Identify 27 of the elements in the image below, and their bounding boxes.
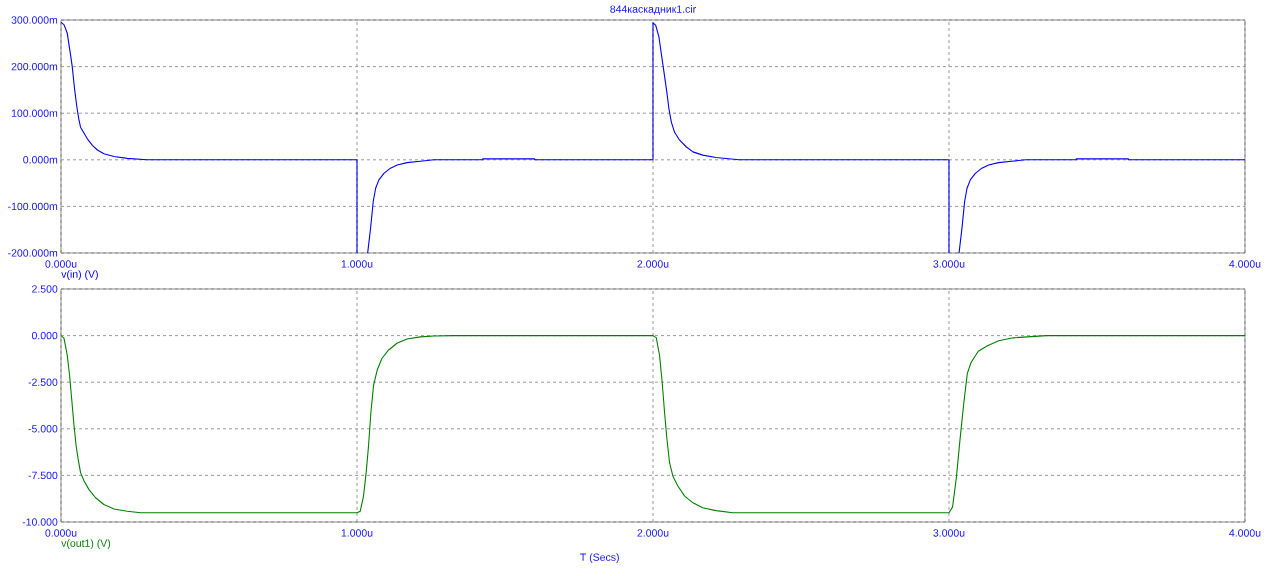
y-tick-label: -2.500	[28, 378, 58, 386]
x-tick-label: 2.000u	[637, 529, 669, 537]
x-tick-label: 1.000u	[341, 260, 373, 268]
y-tick-label: -5.000	[28, 425, 58, 433]
y-tick-label: -200.000m	[8, 249, 58, 257]
y-tick-label: 0.000m	[23, 156, 58, 164]
y-tick-label: 200.000m	[11, 62, 58, 71]
x-tick-label: 2.000u	[637, 260, 669, 268]
text: v(out1) (V)	[61, 539, 111, 549]
x-tick-label: 0.000u	[45, 260, 77, 268]
chart-title: 844каскадник1.cir	[610, 5, 696, 15]
x-tick-label: 1.000u	[341, 529, 373, 537]
line-series	[61, 335, 1245, 514]
x-tick-label: 3.000u	[933, 529, 965, 537]
y-tick-label: 0.000	[31, 331, 58, 340]
x-tick-label: 0.000u	[45, 529, 77, 537]
y-tick-label: 100.000m	[11, 109, 58, 117]
y-tick-label: -7.500	[28, 471, 58, 480]
y-tick-label: 300.000m	[11, 16, 58, 24]
y-tick-label: -10.000	[22, 518, 58, 526]
text: v(in) (V)	[61, 270, 98, 280]
x-axis-title: T (Secs)	[580, 553, 619, 563]
y-tick-label: 2.500	[32, 285, 58, 293]
x-tick-label: 3.000u	[933, 260, 965, 268]
y-tick-label: -100.000m	[8, 202, 58, 211]
x-tick-label: 4.000u	[1229, 529, 1261, 537]
x-tick-label: 4.000u	[1229, 260, 1261, 268]
